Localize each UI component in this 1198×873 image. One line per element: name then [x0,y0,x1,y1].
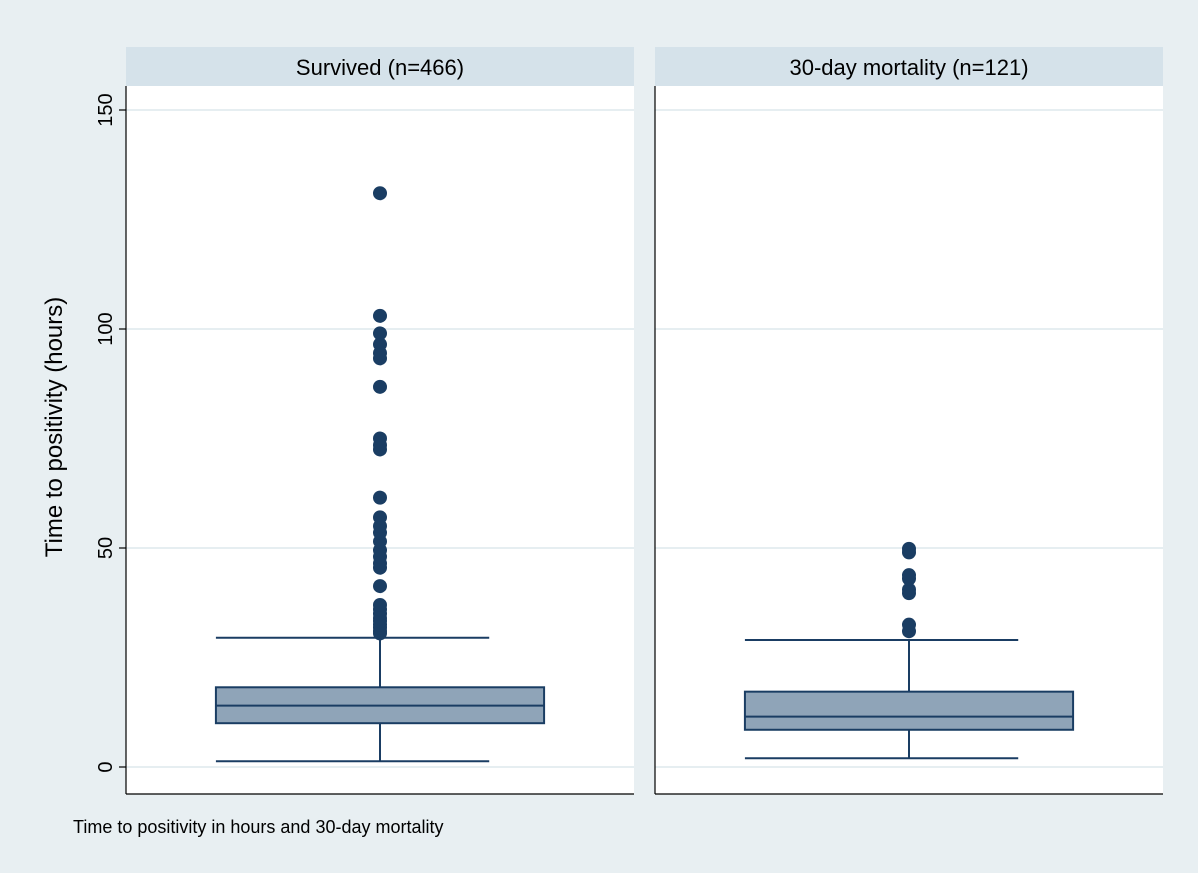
outlier-point [902,568,916,583]
y-axis-label: Time to positivity (hours) [41,297,68,558]
outlier-point [373,579,387,594]
y-tick-label-100: 100 [95,312,117,345]
outlier-point [373,510,387,525]
outlier-point [373,490,387,505]
chart-note: Time to positivity in hours and 30-day m… [73,817,444,837]
panel-1-title: Survived (n=466) [296,55,464,80]
outlier-point [902,541,916,556]
outlier-point [902,617,916,632]
outlier-point [373,597,387,612]
iqr-box [743,690,1075,731]
outlier-point [373,431,387,446]
panel-2-strip [655,47,1163,86]
outlier-point [373,186,387,201]
y-tick-label-0: 0 [95,761,117,772]
y-tick-label-50: 50 [95,537,117,559]
outlier-point [373,308,387,323]
y-tick-label-150: 150 [95,93,117,126]
panels-layer: Survived (n=466) 30-day mortality (n=121)… [95,47,1163,795]
panel-2-title: 30-day mortality (n=121) [789,55,1028,80]
outlier-point [902,582,916,597]
panel-1-strip [126,47,634,86]
outlier-point [373,379,387,394]
outlier-point [373,337,387,352]
outlier-point [373,326,387,341]
